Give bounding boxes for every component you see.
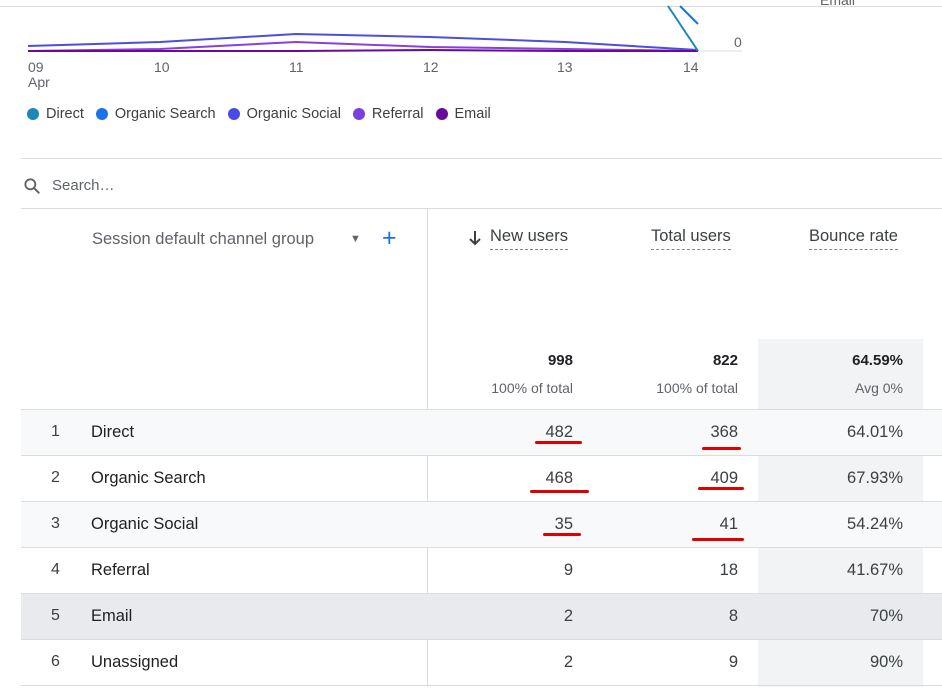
row-divider <box>21 547 942 548</box>
row-channel: Referral <box>91 561 150 579</box>
legend-dot-icon <box>352 108 365 120</box>
dropdown-caret-icon[interactable]: ▼ <box>350 233 361 245</box>
search-input[interactable] <box>50 172 454 198</box>
row-new-users: 468 <box>545 469 573 487</box>
legend-label: Referral <box>371 106 424 122</box>
legend-item-email[interactable]: Email <box>435 106 491 122</box>
y-axis-tick: 0 <box>734 34 742 50</box>
legend-dot-icon <box>227 108 240 120</box>
series-line-email <box>28 48 698 52</box>
x-axis-month-label: Apr <box>28 74 50 90</box>
top-divider <box>0 6 942 7</box>
row-rank: 3 <box>51 515 60 532</box>
total-bounce-rate-avg: Avg 0% <box>855 380 903 396</box>
row-bounce-rate: 67.93% <box>847 469 903 487</box>
row-channel: Unassigned <box>91 653 179 671</box>
row-rank: 4 <box>51 561 60 578</box>
legend-dot-icon <box>95 108 108 120</box>
row-channel: Email <box>91 607 133 625</box>
series-line-organic-social <box>27 32 699 51</box>
annotation-underline <box>543 533 581 536</box>
legend-label: Email <box>454 106 491 122</box>
row-channel: Organic Social <box>91 515 199 533</box>
x-axis-tick: 14 <box>683 59 699 75</box>
x-axis-tick: 11 <box>289 59 304 75</box>
row-rank: 6 <box>51 653 60 670</box>
row-rank: 1 <box>51 423 60 440</box>
series-line-direct <box>667 5 699 52</box>
row-rank: 5 <box>51 607 60 624</box>
row-channel: Organic Search <box>91 469 206 487</box>
legend-item-referral[interactable]: Referral <box>352 106 424 122</box>
trend-chart <box>27 5 742 52</box>
x-axis-tick: 12 <box>423 59 439 75</box>
search-divider <box>21 208 942 209</box>
row-bounce-rate: 54.24% <box>847 515 903 533</box>
row-bounce-rate: 90% <box>869 653 903 671</box>
annotation-underline <box>692 538 744 541</box>
legend-label: Direct <box>46 106 84 122</box>
row-divider <box>21 501 942 502</box>
table-row[interactable]: 3 Organic Social 35 41 54.24% <box>21 502 942 548</box>
legend-item-organic-search[interactable]: Organic Search <box>95 106 216 122</box>
add-dimension-button[interactable]: + <box>382 224 397 252</box>
x-axis-tick: 10 <box>154 59 170 75</box>
column-header-total-users[interactable]: Total users <box>651 227 731 250</box>
sort-descending-icon[interactable] <box>467 229 483 247</box>
row-divider <box>21 685 942 686</box>
row-channel: Direct <box>91 423 135 441</box>
row-total-users: 8 <box>728 607 738 625</box>
total-total-users: 822 <box>712 352 738 369</box>
series-line-organic-search <box>679 5 699 25</box>
row-divider <box>21 455 942 456</box>
row-new-users: 9 <box>563 561 573 579</box>
legend-item-direct[interactable]: Direct <box>27 106 84 122</box>
row-divider <box>21 409 942 410</box>
row-bounce-rate: 70% <box>869 607 903 625</box>
annotation-underline <box>535 441 582 444</box>
legend-dot-icon <box>27 108 39 120</box>
series-line-referral <box>27 40 699 52</box>
row-new-users: 482 <box>545 423 573 441</box>
row-new-users: 35 <box>554 515 573 533</box>
table-row[interactable]: 5 Email 2 8 70% <box>21 594 942 640</box>
row-rank: 2 <box>51 469 60 486</box>
section-divider <box>21 158 942 159</box>
total-bounce-rate: 64.59% <box>852 352 903 369</box>
row-total-users: 368 <box>710 423 738 441</box>
row-new-users: 2 <box>563 607 573 625</box>
dimension-header[interactable]: Session default channel group <box>92 230 314 248</box>
total-new-users: 998 <box>547 352 573 369</box>
total-new-users-percent: 100% of total <box>491 380 573 396</box>
annotation-underline <box>702 447 741 450</box>
x-axis-tick: 13 <box>557 59 573 75</box>
annotation-underline <box>530 490 589 493</box>
table-row[interactable]: 2 Organic Search 468 409 67.93% <box>21 456 942 502</box>
row-total-users: 18 <box>719 561 738 579</box>
row-bounce-rate: 41.67% <box>847 561 903 579</box>
column-header-bounce-rate[interactable]: Bounce rate <box>809 227 898 250</box>
search-icon <box>24 178 40 194</box>
row-total-users: 9 <box>728 653 738 671</box>
row-divider <box>21 639 942 640</box>
total-total-users-percent: 100% of total <box>656 380 738 396</box>
annotation-underline <box>698 487 744 490</box>
row-divider <box>21 593 942 594</box>
legend-item-organic-social[interactable]: Organic Social <box>227 106 341 122</box>
row-total-users: 41 <box>719 515 738 533</box>
row-new-users: 2 <box>563 653 573 671</box>
x-axis-tick: 09 <box>28 59 44 75</box>
table-row[interactable]: 1 Direct 482 368 64.01% <box>21 410 942 456</box>
row-total-users: 409 <box>710 469 738 487</box>
table-row[interactable]: 4 Referral 9 18 41.67% <box>21 548 942 594</box>
chart-cutoff-label: Email <box>820 0 856 8</box>
column-header-new-users[interactable]: New users <box>490 227 568 250</box>
row-bounce-rate: 64.01% <box>847 423 903 441</box>
legend-label: Organic Search <box>114 106 216 122</box>
legend-label: Organic Social <box>246 106 341 122</box>
legend-dot-icon <box>435 108 448 120</box>
chart-legend: Direct Organic Search Organic Social Ref… <box>27 106 503 122</box>
table-row[interactable]: 6 Unassigned 2 9 90% <box>21 640 942 686</box>
